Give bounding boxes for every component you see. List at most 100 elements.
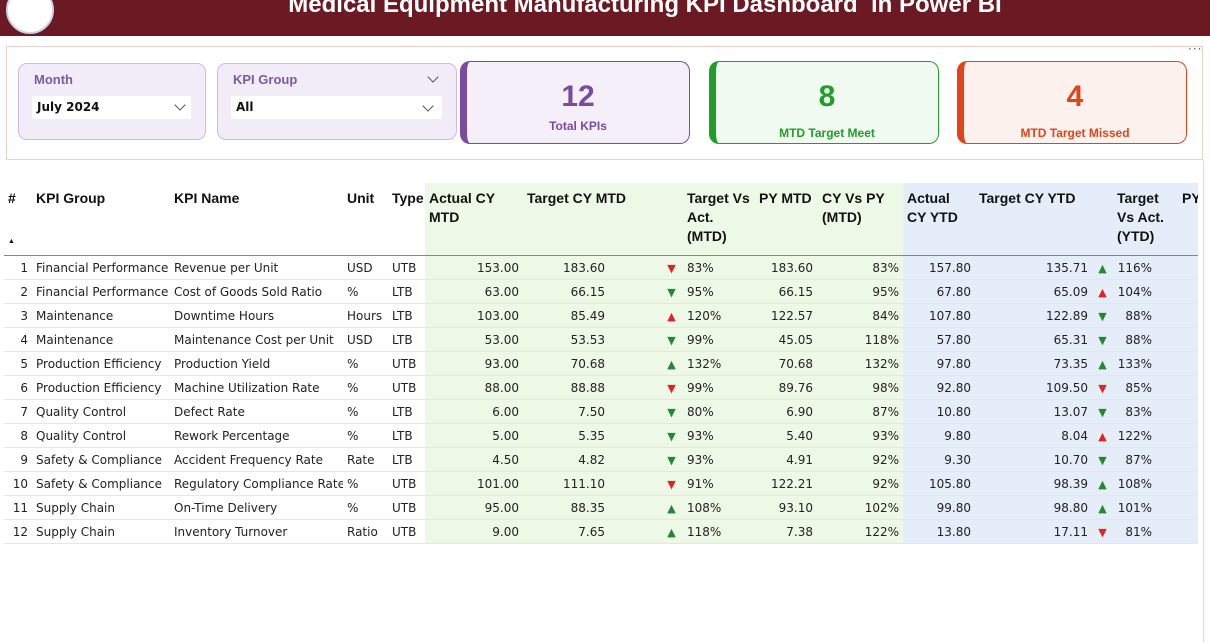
- table-cell: 70.68: [755, 351, 818, 376]
- table-cell: Financial Performance: [32, 255, 170, 280]
- table-cell: 102%: [818, 495, 903, 520]
- table-cell: 99.80: [903, 495, 975, 520]
- column-header: [660, 183, 683, 256]
- title: Medical Equipment Manufacturing KPI Dash…: [288, 0, 1002, 18]
- table-cell: 7.65: [523, 519, 660, 544]
- table-cell: ▲: [1092, 495, 1113, 520]
- table-cell: %: [343, 399, 388, 424]
- table-cell: Defect Rate: [170, 399, 343, 424]
- slicer-dropdown[interactable]: All: [231, 96, 442, 119]
- table-cell: 53.53: [523, 327, 660, 352]
- table-cell: 73.35: [975, 351, 1092, 376]
- divider: [1203, 160, 1204, 642]
- table-row: 1 Financial Performance Revenue per Unit US…: [4, 255, 1198, 280]
- table-cell: 4.91: [755, 447, 818, 472]
- table-cell: 91%: [683, 471, 755, 496]
- table-cell: 93.00: [425, 351, 523, 376]
- table-cell: 97.80: [903, 351, 975, 376]
- table-cell: ▼: [1092, 327, 1113, 352]
- table-cell: %: [343, 279, 388, 304]
- table-cell: Maintenance: [32, 303, 170, 328]
- column-header: CY Vs PY (MTD): [818, 183, 903, 256]
- table-cell: Production Efficiency: [32, 375, 170, 400]
- status-icon: ▼: [1098, 309, 1107, 323]
- table-cell: ▼: [660, 279, 683, 304]
- chevron: [422, 100, 434, 112]
- more-options[interactable]: ···: [1188, 42, 1203, 56]
- table-cell: 83%: [683, 255, 755, 280]
- column-header: Type: [388, 183, 425, 256]
- table-cell: 132%: [683, 351, 755, 376]
- card-label: MTD Target Meet: [779, 126, 875, 140]
- table-cell: 87%: [818, 399, 903, 424]
- chevron[interactable]: [427, 71, 439, 83]
- table-cell: 13.80: [903, 519, 975, 544]
- status-icon: ▼: [667, 477, 676, 491]
- status-icon: ▼: [667, 429, 676, 443]
- table-cell: 9: [4, 447, 32, 472]
- status-icon: ▲: [667, 525, 676, 539]
- table-cell: UTB: [388, 519, 425, 544]
- table-cell: Safety & Compliance: [32, 447, 170, 472]
- table-cell: 5.35: [523, 423, 660, 448]
- table-cell: 92%: [818, 447, 903, 472]
- table-cell: Financial Performance: [32, 279, 170, 304]
- table-cell: ▼: [660, 447, 683, 472]
- table-cell: [1178, 327, 1198, 352]
- table-cell: ▼: [1092, 399, 1113, 424]
- column-header: [1092, 183, 1113, 256]
- table-cell: 4.50: [425, 447, 523, 472]
- table-cell: 87%: [1113, 447, 1178, 472]
- status-icon: ▲: [1098, 261, 1107, 275]
- table-cell: 2: [4, 279, 32, 304]
- table-cell: 66.15: [755, 279, 818, 304]
- table-cell: %: [343, 423, 388, 448]
- table-cell: 10: [4, 471, 32, 496]
- table-row: 12 Supply Chain Inventory Turnover Ratio UTB…: [4, 519, 1198, 544]
- table-cell: ▼: [1092, 375, 1113, 400]
- kpi-group-slicer: KPI Group All: [217, 63, 457, 140]
- table-cell: 95%: [683, 279, 755, 304]
- card-value: 4: [1066, 80, 1084, 113]
- table-cell: [1178, 279, 1198, 304]
- table-cell: 9.00: [425, 519, 523, 544]
- card-value: 12: [561, 80, 595, 113]
- column-header: Actual CY MTD: [425, 183, 523, 256]
- sort-indicator: ▲: [8, 238, 15, 245]
- column-header: KPI Name: [170, 183, 343, 256]
- table-cell: 135.71: [975, 255, 1092, 280]
- table-cell: [1178, 495, 1198, 520]
- table-cell: ▲: [1092, 255, 1113, 280]
- table-cell: ▲: [1092, 471, 1113, 496]
- table-cell: 67.80: [903, 279, 975, 304]
- table-cell: 63.00: [425, 279, 523, 304]
- table-cell: UTB: [388, 375, 425, 400]
- table-cell: ▲: [1092, 279, 1113, 304]
- table-cell: [1178, 447, 1198, 472]
- status-icon: ▲: [1098, 357, 1107, 371]
- table-cell: Accident Frequency Rate: [170, 447, 343, 472]
- table-cell: ▲: [660, 495, 683, 520]
- table-cell: 8.04: [975, 423, 1092, 448]
- table-cell: 89.76: [755, 375, 818, 400]
- table-cell: 9.30: [903, 447, 975, 472]
- table-cell: 5.00: [425, 423, 523, 448]
- table-cell: 98.39: [975, 471, 1092, 496]
- slicer-dropdown[interactable]: July 2024: [32, 96, 191, 119]
- table-cell: Quality Control: [32, 399, 170, 424]
- status-icon: ▼: [1098, 333, 1107, 347]
- table-cell: 85%: [1113, 375, 1178, 400]
- status-icon: ▼: [1098, 453, 1107, 467]
- table-cell: 57.80: [903, 327, 975, 352]
- table-cell: 5: [4, 351, 32, 376]
- table-cell: ▼: [1092, 447, 1113, 472]
- table-cell: 111.10: [523, 471, 660, 496]
- table-cell: 80%: [683, 399, 755, 424]
- column-header: Target Vs Act. (YTD): [1113, 183, 1178, 256]
- filter-panel: [6, 46, 1203, 160]
- status-icon: ▲: [1098, 285, 1107, 299]
- table-cell: LTB: [388, 279, 425, 304]
- table-cell: 98.80: [975, 495, 1092, 520]
- table-cell: ▼: [660, 423, 683, 448]
- column-header: Actual CY YTD: [903, 183, 975, 256]
